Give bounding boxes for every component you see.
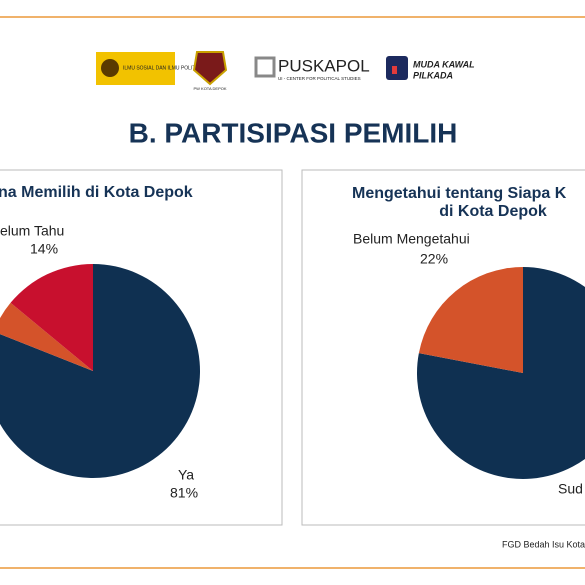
pie-slice bbox=[417, 267, 585, 479]
logo-puskapol-icon bbox=[254, 56, 276, 78]
pie-slice bbox=[0, 302, 93, 371]
slice-label: elum Tahu bbox=[0, 223, 64, 239]
chart-title: na Memilih di Kota Depok bbox=[0, 184, 193, 201]
slice-value: 22% bbox=[420, 251, 448, 267]
chart-title: Mengetahui tentang Siapa K bbox=[352, 185, 567, 202]
slice-label: Belum Mengetahui bbox=[353, 231, 470, 247]
logo-mkp-text: MUDA KAWAL bbox=[413, 59, 475, 69]
pie-slice bbox=[0, 264, 200, 478]
chart-title: di Kota Depok bbox=[439, 203, 547, 220]
logo-mkp-bar bbox=[392, 66, 397, 74]
pie-slice bbox=[418, 267, 523, 373]
logo-puskapol-text: PUSKAPOL bbox=[278, 56, 370, 75]
logo-fisip-text: ILMU SOSIAL DAN ILMU POLITIK bbox=[123, 65, 201, 71]
footer: FGD Bedah Isu Kota bbox=[502, 539, 585, 549]
logo-fisip-emblem bbox=[101, 59, 119, 77]
slice-value: 81% bbox=[170, 485, 198, 501]
slice-value: 14% bbox=[30, 241, 58, 257]
slide-title: B. PARTISIPASI PEMILIH bbox=[129, 117, 458, 148]
logo-mkp-text: PILKADA bbox=[413, 70, 453, 80]
logo-pw bbox=[192, 51, 228, 86]
logo-puskapol-sub: UI - CENTER FOR POLITICAL STUDIES bbox=[278, 76, 361, 81]
pie-slice bbox=[10, 264, 93, 371]
logo-pw-text: PW KOTA DEPOK bbox=[193, 86, 226, 91]
slice-label: Ya bbox=[178, 467, 194, 483]
chart-frame bbox=[301, 169, 585, 526]
slice-label: Sud bbox=[558, 481, 583, 497]
charts: na Memilih di Kota Depok Ya 81% elum Tahu 14… bbox=[0, 184, 585, 501]
chart-frame bbox=[0, 169, 283, 526]
